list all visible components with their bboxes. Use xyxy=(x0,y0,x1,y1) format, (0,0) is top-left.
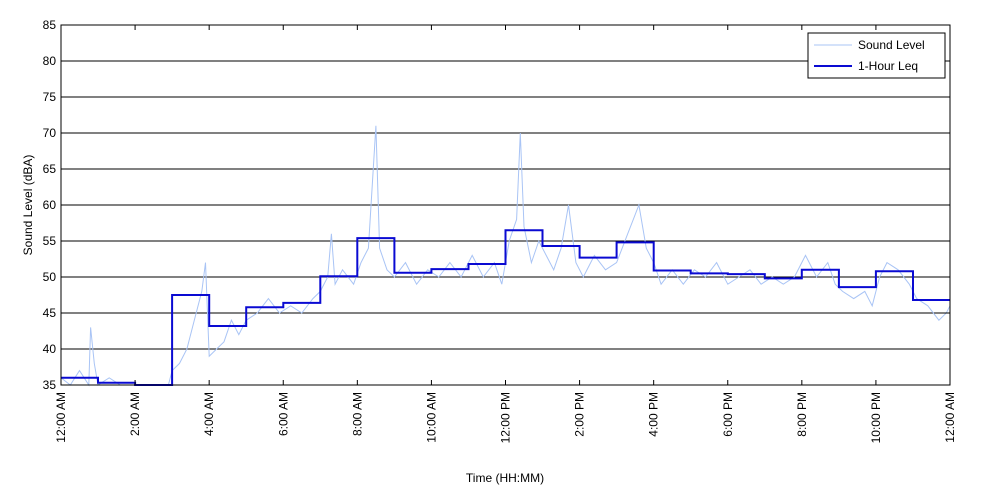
y-tick-label: 70 xyxy=(43,126,57,140)
x-tick-label: 2:00 PM xyxy=(573,392,587,437)
x-tick-label: 12:00 AM xyxy=(54,392,68,443)
y-tick-label: 45 xyxy=(43,306,57,320)
y-tick-label: 35 xyxy=(43,378,57,392)
x-tick-label: 8:00 PM xyxy=(795,392,809,437)
y-tick-label: 50 xyxy=(43,270,57,284)
legend-box xyxy=(807,32,946,79)
y-tick-label: 85 xyxy=(43,18,57,32)
series-sound-level-line xyxy=(60,125,951,387)
x-tick-label: 12:00 PM xyxy=(499,392,513,443)
y-axis-label: Sound Level (dBA) xyxy=(21,155,35,256)
x-tick-label: 8:00 AM xyxy=(350,392,364,436)
legend-label-sound-level: Sound Level xyxy=(858,38,925,52)
y-tick-label: 40 xyxy=(43,342,57,356)
x-tick-label: 4:00 AM xyxy=(202,392,216,436)
x-axis-label: Time (HH:MM) xyxy=(466,471,544,485)
y-tick-label: 55 xyxy=(43,234,57,248)
plot-area xyxy=(60,125,951,387)
x-tick-label: 2:00 AM xyxy=(128,392,142,436)
x-tick-label: 10:00 PM xyxy=(869,392,883,443)
axes: 35 40 45 50 55 60 65 70 75 80 85 12:00 AM 2:00 AM 4:0… xyxy=(43,18,957,443)
legend-label-1-hour-leq: 1-Hour Leq xyxy=(858,59,918,73)
y-tick-label: 80 xyxy=(43,54,57,68)
x-tick-label: 6:00 AM xyxy=(276,392,290,436)
series-1-hour-leq-line xyxy=(61,229,950,386)
y-tick-label: 75 xyxy=(43,90,57,104)
legend: Sound Level 1-Hour Leq xyxy=(807,32,946,79)
x-tick-label: 4:00 PM xyxy=(647,392,661,437)
y-tick-label: 65 xyxy=(43,162,57,176)
x-tick-label: 10:00 AM xyxy=(424,392,438,443)
x-tick-label: 12:00 AM xyxy=(943,392,957,443)
x-tick-label: 6:00 PM xyxy=(721,392,735,437)
y-tick-label: 60 xyxy=(43,198,57,212)
